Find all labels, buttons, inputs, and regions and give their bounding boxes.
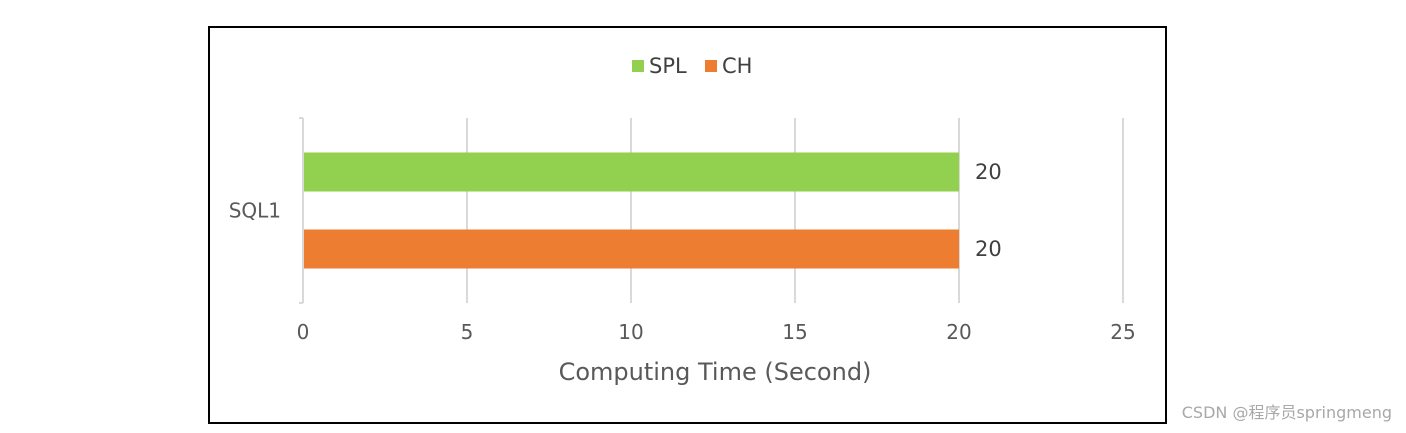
gridlines [299, 117, 1124, 304]
legend-swatch-ch [705, 60, 717, 72]
y-tick-label-sql1: SQL1 [229, 199, 281, 223]
legend: SPL CH [632, 54, 752, 78]
legend-swatch-spl [632, 60, 644, 72]
chart-frame [208, 26, 1167, 424]
data-label-spl-sql1: 20 [975, 160, 1002, 184]
bars [304, 152, 959, 269]
data-label-ch-sql1: 20 [975, 237, 1002, 261]
x-axis-title: Computing Time (Second) [559, 358, 872, 386]
labels: 0 5 10 15 20 25 SQL1 20 20 Computing Time (Second… [229, 160, 1136, 386]
bar-ch-sql1 [304, 229, 959, 269]
x-tick-label-5: 5 [461, 320, 474, 344]
bar-spl-sql1 [304, 152, 959, 192]
legend-label-spl: SPL [649, 54, 687, 78]
x-tick-label-15: 15 [782, 320, 807, 344]
x-tick-label-10: 10 [618, 320, 643, 344]
watermark-text: CSDN @程序员springmeng [1181, 403, 1392, 422]
x-tick-label-0: 0 [297, 320, 310, 344]
x-tick-label-25: 25 [1110, 320, 1135, 344]
legend-label-ch: CH [722, 54, 752, 78]
x-tick-label-20: 20 [946, 320, 971, 344]
